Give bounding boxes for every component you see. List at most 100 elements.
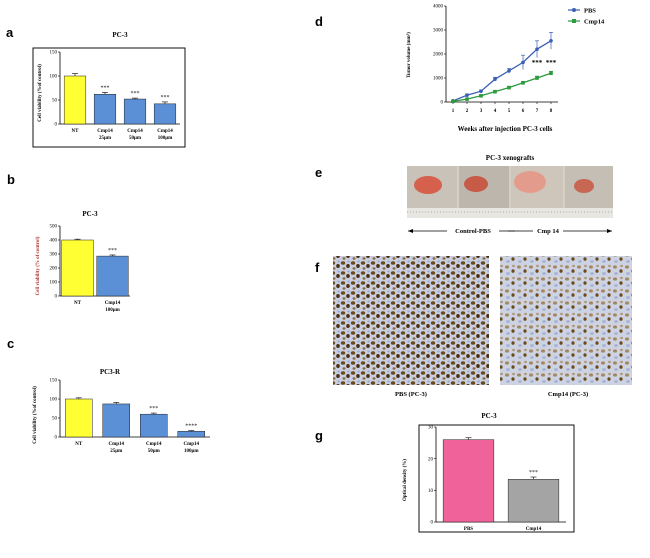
chart-d-xlabel: Weeks after injection PC-3 cells	[458, 125, 553, 133]
b-significance: ***	[108, 248, 117, 254]
caption-cmp14: Cmp14 (PC-3)	[548, 391, 588, 398]
panel-letter-d: d	[315, 14, 323, 29]
a-category-label: 50μm	[129, 136, 142, 141]
chart-g-ylabel: Optical density (%)	[403, 459, 408, 501]
g-category-label: Cmp14	[526, 527, 542, 532]
c-ytick-label: 50	[52, 417, 58, 422]
panel-letter-e: e	[315, 165, 323, 180]
c-category-label: Cmp14	[108, 442, 124, 447]
chart-a: PC-3 0 50 100 150 NT *** Cmp14 25μm *** Cmp14 50μm…	[32, 31, 186, 148]
chart-c-plot: 0 50 100 150 NT Cmp14 25μm *** Cmp14 50μm **** Cmp1…	[50, 379, 210, 454]
c-category-label: 50μm	[148, 449, 161, 454]
chart-g-plot: 0 10 20 30 PBS *** Cmp14	[428, 426, 566, 532]
g-significance: ***	[529, 470, 538, 476]
c-significance: ***	[149, 406, 158, 412]
d-point-pbs	[535, 47, 539, 51]
d-point-pbs	[479, 89, 483, 93]
a-significance: ***	[161, 95, 170, 101]
b-ytick-label: 0	[55, 295, 58, 300]
d-ytick-label: 4000	[433, 5, 444, 10]
a-category-label: 100μm	[158, 136, 173, 141]
legend-cmp14-marker	[572, 19, 576, 23]
d-point-pbs	[465, 93, 469, 98]
a-bar	[93, 93, 117, 125]
a-category-label: 25μm	[99, 136, 112, 141]
c-ytick-label: 100	[50, 398, 58, 403]
d-point-cmp14	[465, 97, 469, 101]
chart-b-ylabel: Cell viability (% of control)	[36, 236, 41, 295]
histology-image-pbs	[333, 256, 489, 385]
a-category-label: Cmp14	[127, 129, 143, 134]
legend-pbs-marker	[572, 8, 576, 12]
label-cmp14: Cmp 14	[537, 228, 560, 235]
chart-g-title: PC-3	[481, 412, 497, 420]
c-bar	[65, 398, 93, 438]
b-ytick-label: 400	[50, 239, 58, 244]
d-xtick-label: 7	[536, 109, 539, 114]
d-xtick-label: 6	[522, 109, 525, 114]
panel-letter-b: b	[7, 172, 15, 187]
histology-panel: PBS (PC-3) Cmp14 (PC-3)	[333, 256, 632, 398]
b-ytick-label: 200	[50, 267, 58, 272]
tumor-image	[414, 176, 442, 194]
panel-letter-a: a	[6, 25, 14, 40]
label-control-pbs: Control-PBS	[455, 228, 491, 235]
d-xtick-label: 1	[452, 109, 455, 114]
d-significance: ***	[532, 59, 543, 67]
chart-a-ylabel: Cell viability (%of control)	[38, 64, 43, 122]
a-bar	[153, 103, 177, 125]
d-point-cmp14	[549, 71, 553, 75]
a-ytick-label: 100	[50, 75, 58, 80]
d-ytick-label: 3000	[433, 29, 444, 34]
a-ytick-label: 50	[52, 99, 58, 104]
xenograft-title: PC-3 xenografts	[486, 154, 535, 162]
d-xtick-label: 2	[466, 109, 469, 114]
b-ytick-label: 100	[50, 281, 58, 286]
chart-a-plot: 0 50 100 150 NT *** Cmp14 25μm *** Cmp14 50μm *** Cm…	[50, 51, 180, 141]
g-bar	[507, 479, 560, 523]
chart-g-frame	[418, 424, 575, 533]
chart-c: PC3-R 0 50 100 150 NT Cmp14 25μm *** Cmp14 50μm **…	[33, 368, 210, 454]
g-ytick-label: 10	[428, 489, 434, 494]
chart-b: PC-3 0 100 200 300 400 500 NT *** Cmp14 100μm Cel…	[36, 210, 130, 313]
a-ytick-label: 0	[55, 123, 58, 128]
c-category-label: Cmp14	[183, 442, 199, 447]
d-point-cmp14	[535, 76, 539, 80]
histology-image-cmp14	[500, 256, 632, 385]
b-category-label: 100μm	[105, 308, 120, 313]
d-ytick-label: 1000	[433, 77, 444, 82]
a-bar	[123, 98, 147, 125]
d-point-pbs	[549, 39, 553, 43]
a-significance: ***	[131, 91, 140, 97]
xenograft-photo-panel: PC-3 xenografts Control-PBS Cmp 14	[407, 154, 613, 235]
b-ytick-label: 300	[50, 253, 58, 258]
chart-a-frame	[32, 47, 186, 148]
b-category-label: NT	[74, 301, 82, 306]
caption-pbs: PBS (PC-3)	[395, 391, 427, 398]
chart-b-title: PC-3	[82, 210, 98, 218]
c-bar	[140, 413, 168, 438]
d-point-pbs	[493, 77, 497, 81]
g-ytick-label: 30	[428, 426, 434, 431]
d-series-line-cmp14	[452, 72, 552, 102]
d-point-pbs	[507, 69, 511, 73]
panel-letter-g: g	[315, 428, 323, 443]
g-ytick-label: 0	[431, 521, 434, 526]
a-bar	[63, 75, 87, 125]
g-category-label: PBS	[464, 527, 473, 532]
b-category-label: Cmp14	[105, 301, 121, 306]
d-xtick-label: 5	[508, 109, 511, 114]
d-significance: ***	[546, 59, 557, 67]
d-xtick-label: 4	[494, 109, 497, 114]
d-xtick-label: 3	[480, 109, 483, 114]
chart-c-ylabel: Cell viability (%of control)	[33, 386, 38, 444]
c-category-label: 25μm	[110, 449, 123, 454]
c-category-label: 100μm	[184, 449, 199, 454]
chart-d: 0 1000 2000 3000 4000 1 2 3 4 5 6 7 8 *** *** Tumor vo…	[406, 5, 605, 133]
b-bar	[96, 255, 129, 297]
d-point-cmp14	[507, 85, 511, 90]
legend-pbs-label: PBS	[584, 8, 596, 15]
c-category-label: NT	[75, 442, 83, 447]
d-series-line-pbs	[452, 40, 552, 102]
chart-d-plot: 0 1000 2000 3000 4000 1 2 3 4 5 6 7 8 *** ***	[433, 5, 558, 114]
